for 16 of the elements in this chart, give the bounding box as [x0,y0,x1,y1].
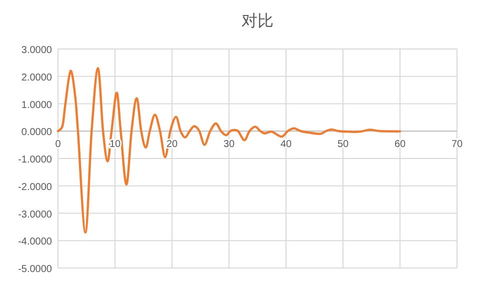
x-tick-label: 60 [394,139,406,150]
y-tick-label: -4.0000 [18,236,52,248]
y-tick-label: 1.0000 [21,100,52,111]
y-tick-label: 3.0000 [21,45,52,56]
y-tick-label: -2.0000 [18,182,52,193]
x-tick-label: 50 [337,139,349,150]
x-tick-label: 30 [223,139,235,150]
y-tick-label: 0.0000 [21,127,52,138]
y-tick-label: -3.0000 [18,209,52,220]
chart-title: 对比 [242,11,274,30]
x-tick-label: 0 [55,139,62,150]
y-tick-label: -5.0000 [18,264,52,275]
x-tick-label: 40 [280,139,292,150]
x-tick-label: 70 [451,139,463,150]
y-tick-label: -1.0000 [18,154,52,166]
y-tick-label: 2.0000 [21,72,52,84]
